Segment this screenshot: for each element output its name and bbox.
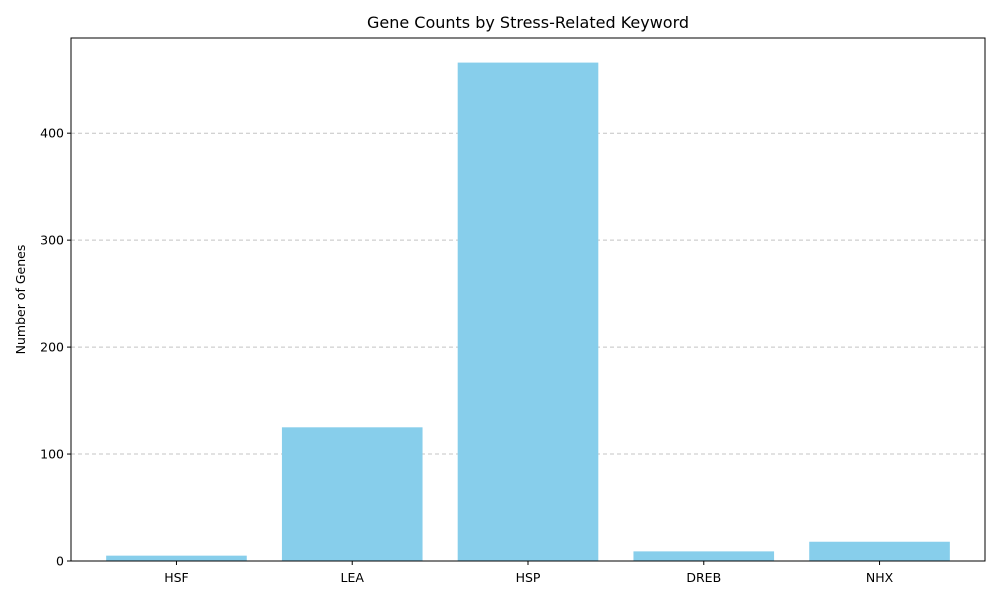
x-tick-label: DREB bbox=[686, 570, 721, 585]
x-tick-label: NHX bbox=[866, 570, 894, 585]
x-tick-label: HSP bbox=[516, 570, 541, 585]
bar-hsp bbox=[457, 62, 599, 561]
x-tick-label: HSF bbox=[164, 570, 189, 585]
bar-hsf bbox=[106, 555, 247, 561]
x-axis-ticks: HSF LEA HSP DREB NHX bbox=[164, 561, 894, 585]
y-tick-label: 300 bbox=[40, 233, 64, 248]
y-axis-label: Number of Genes bbox=[13, 245, 28, 355]
chart-title: Gene Counts by Stress-Related Keyword bbox=[367, 13, 689, 32]
y-tick-label: 100 bbox=[40, 447, 64, 462]
x-tick-label: LEA bbox=[341, 570, 365, 585]
y-tick-label: 200 bbox=[40, 340, 64, 355]
bar-dreb bbox=[633, 551, 775, 561]
bar-lea bbox=[281, 427, 423, 561]
bars bbox=[106, 62, 950, 561]
y-axis-ticks: 0 100 200 300 400 bbox=[40, 126, 71, 569]
bar-nhx bbox=[809, 541, 950, 561]
y-tick-label: 400 bbox=[40, 126, 64, 141]
y-tick-label: 0 bbox=[56, 554, 64, 569]
